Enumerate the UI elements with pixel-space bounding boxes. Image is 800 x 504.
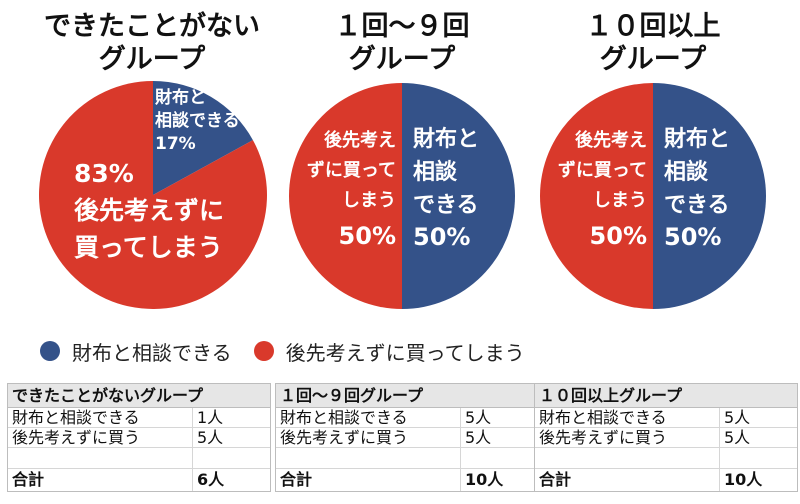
table-cell-value: 5人: [724, 408, 751, 427]
pie-slice-label: 相談できる: [155, 110, 240, 131]
table-group-1: できたことがないグループ 財布と相談できる 1人 後先考えずに買う 5人 合計 …: [7, 383, 271, 492]
table-cell-label: 後先考えずに買う: [276, 428, 461, 447]
table-row-total: 合計 6人: [8, 469, 270, 491]
table-cell-label: 後先考えずに買う: [8, 428, 193, 447]
pie-slice-label: 後先考えずに: [74, 196, 224, 225]
pie-slice-label: しまう: [593, 190, 647, 211]
table-total-label: 合計: [535, 469, 720, 491]
table-cell-empty: [193, 448, 270, 468]
pie-slice-label: しまう: [342, 190, 396, 211]
table-cell-empty: [720, 448, 797, 468]
table-header: １０回以上グループ: [535, 384, 797, 408]
table-cell-label: 財布と相談できる: [535, 408, 720, 427]
table-total-value: 6人: [197, 470, 225, 489]
table-group-3: １０回以上グループ 財布と相談できる 5人 後先考えずに買う 5人 合計 10人: [534, 383, 798, 492]
legend-swatch-blue: [40, 341, 60, 361]
chart-title-group-3: １０回以上 グループ: [543, 10, 763, 76]
chart-title-group-1: できたことがない グループ: [22, 10, 282, 76]
pie-slice-label: 後先考え: [324, 129, 396, 151]
chart-title-line: グループ: [348, 44, 456, 75]
pie-slice-wallet: [153, 81, 253, 195]
pie-slice-label: 相談: [664, 159, 709, 185]
pie-slice-impulse: [540, 83, 653, 309]
pie-slice-label: 83%: [74, 159, 134, 188]
pie-slice-label: 後先考え: [575, 129, 647, 151]
legend-swatch-red: [253, 341, 274, 361]
pie-slice-label: 50%: [590, 222, 647, 250]
table-row-blank: [276, 448, 538, 469]
legend: 財布と相談できる 後先考えずに買ってしまう: [40, 335, 547, 367]
pie-slice-label: 50%: [664, 223, 721, 251]
pie-slice-label: 17%: [155, 134, 196, 154]
table-total-value: 10人: [465, 470, 504, 489]
table-cell-label: 後先考えずに買う: [535, 428, 720, 447]
legend-item-impulse: 後先考えずに買ってしまう: [253, 337, 525, 366]
legend-item-wallet: 財布と相談できる: [40, 337, 232, 366]
chart-title-group-2: １回〜９回 グループ: [292, 10, 512, 76]
table-row: 財布と相談できる 5人: [535, 408, 797, 428]
legend-label: 後先考えずに買ってしまう: [285, 340, 525, 365]
table-cell-empty: [535, 448, 720, 468]
table-group-2: １回〜９回グループ 財布と相談できる 5人 後先考えずに買う 5人 合計 10人: [275, 383, 539, 492]
pie-slice-wallet: [653, 83, 766, 309]
table-row: 後先考えずに買う 5人: [8, 428, 270, 448]
pie-slice-label: ずに買って: [307, 160, 396, 181]
table-cell-value: 5人: [465, 408, 492, 427]
pie-slice-label: 相談: [413, 159, 458, 185]
pie-slice-label: できる: [413, 193, 479, 218]
pie-slice-impulse: [39, 81, 267, 309]
table-cell-value: 5人: [724, 428, 751, 447]
legend-label: 財布と相談できる: [72, 340, 232, 365]
pie-slice-label: ずに買って: [558, 160, 647, 181]
pie-slice-impulse: [289, 83, 402, 309]
table-cell-empty: [276, 448, 461, 468]
table-cell-value: 5人: [465, 428, 492, 447]
table-total-label: 合計: [8, 469, 193, 491]
pie-slice-label: 財布と: [154, 87, 206, 108]
table-row-total: 合計 10人: [276, 469, 538, 491]
pie-charts: 財布と相談できる17%83%後先考えずに買ってしまう財布と相談できる50%後先考…: [39, 81, 766, 309]
chart-title-line: １回〜９回: [334, 11, 470, 42]
table-header: １回〜９回グループ: [276, 384, 538, 408]
table-cell-empty: [461, 448, 538, 468]
table-row: 後先考えずに買う 5人: [276, 428, 538, 448]
pie-slice-label: できる: [664, 193, 730, 218]
pie-slice-label: 50%: [339, 222, 396, 250]
chart-title-line: １０回以上: [585, 11, 721, 42]
table-cell-value: 1人: [197, 408, 224, 427]
table-cell-label: 財布と相談できる: [8, 408, 193, 427]
table-cell-value: 5人: [197, 428, 224, 447]
table-row: 後先考えずに買う 5人: [535, 428, 797, 448]
chart-title-line: グループ: [599, 44, 707, 75]
pie-slice-label: 財布と: [413, 126, 479, 152]
table-total-label: 合計: [276, 469, 461, 491]
table-row-blank: [8, 448, 270, 469]
table-cell-empty: [8, 448, 193, 468]
table-header: できたことがないグループ: [8, 384, 270, 408]
chart-title-line: できたことがない: [44, 11, 260, 42]
pie-slice-label: 50%: [413, 223, 470, 251]
table-row: 財布と相談できる 1人: [8, 408, 270, 428]
table-row-total: 合計 10人: [535, 469, 797, 491]
pie-slice-label: 買ってしまう: [74, 233, 223, 262]
table-row: 財布と相談できる 5人: [276, 408, 538, 428]
pie-slice-label: 財布と: [664, 126, 730, 152]
table-cell-label: 財布と相談できる: [276, 408, 461, 427]
chart-title-line: グループ: [98, 44, 206, 75]
pie-slice-wallet: [402, 83, 515, 309]
table-total-value: 10人: [724, 470, 763, 489]
table-row-blank: [535, 448, 797, 469]
